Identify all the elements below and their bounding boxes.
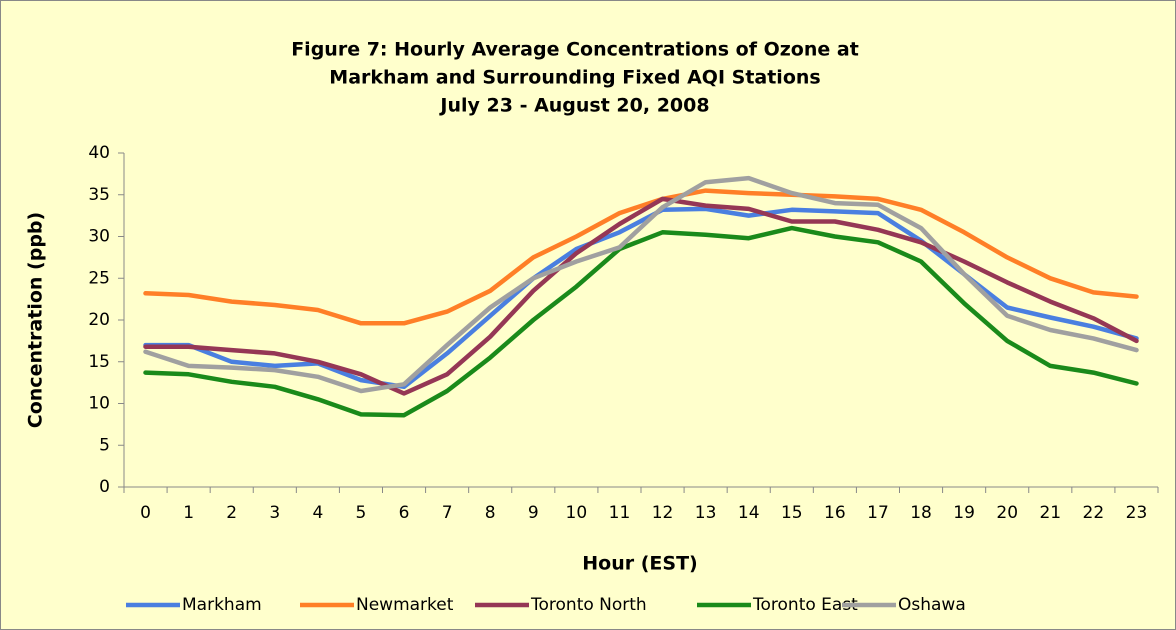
- x-tick-label: 4: [312, 503, 323, 523]
- x-tick-label: 19: [953, 503, 975, 523]
- chart-title: July 23 - August 20, 2008: [438, 95, 709, 117]
- x-tick-label: 21: [1039, 503, 1061, 523]
- x-tick-label: 2: [226, 503, 237, 523]
- x-tick-label: 1: [183, 503, 194, 523]
- x-tick-label: 10: [566, 503, 588, 523]
- x-tick-label: 5: [356, 503, 367, 523]
- y-tick-label: 40: [88, 143, 110, 163]
- x-tick-label: 3: [269, 503, 280, 523]
- chart-title: Figure 7: Hourly Average Concentrations …: [291, 39, 859, 61]
- x-tick-label: 6: [399, 503, 410, 523]
- x-tick-label: 13: [695, 503, 717, 523]
- y-tick-label: 10: [88, 394, 110, 414]
- x-tick-label: 22: [1083, 503, 1105, 523]
- y-tick-label: 25: [88, 268, 110, 288]
- x-tick-label: 18: [910, 503, 932, 523]
- legend-label: Newmarket: [356, 595, 454, 615]
- legend-label: Markham: [182, 595, 262, 615]
- series-line: [143, 225, 1139, 418]
- y-axis-title: Concentration (ppb): [25, 212, 47, 428]
- x-tick-label: 12: [652, 503, 674, 523]
- legend-label: Oshawa: [898, 595, 966, 615]
- x-axis-title: Hour (EST): [582, 553, 697, 575]
- x-tick-label: 15: [781, 503, 803, 523]
- x-tick-label: 14: [738, 503, 760, 523]
- x-tick-label: 16: [824, 503, 846, 523]
- x-tick-label: 7: [442, 503, 453, 523]
- y-tick-label: 35: [88, 185, 110, 205]
- y-tick-label: 15: [88, 352, 110, 372]
- x-tick-label: 23: [1126, 503, 1148, 523]
- x-tick-label: 17: [867, 503, 889, 523]
- series-line: [143, 196, 1139, 396]
- series-line: [143, 188, 1139, 326]
- x-tick-label: 8: [485, 503, 496, 523]
- x-tick-label: 20: [996, 503, 1018, 523]
- legend-label: Toronto North: [530, 595, 647, 615]
- x-tick-label: 11: [609, 503, 631, 523]
- x-tick-label: 0: [140, 503, 151, 523]
- y-tick-label: 0: [99, 477, 110, 497]
- y-tick-label: 20: [88, 310, 110, 330]
- x-tick-label: 9: [528, 503, 539, 523]
- series-line: [143, 175, 1139, 394]
- legend-label: Toronto East: [752, 595, 858, 615]
- y-tick-label: 5: [99, 435, 110, 455]
- y-tick-label: 30: [88, 227, 110, 247]
- chart-title: Markham and Surrounding Fixed AQI Statio…: [329, 67, 820, 89]
